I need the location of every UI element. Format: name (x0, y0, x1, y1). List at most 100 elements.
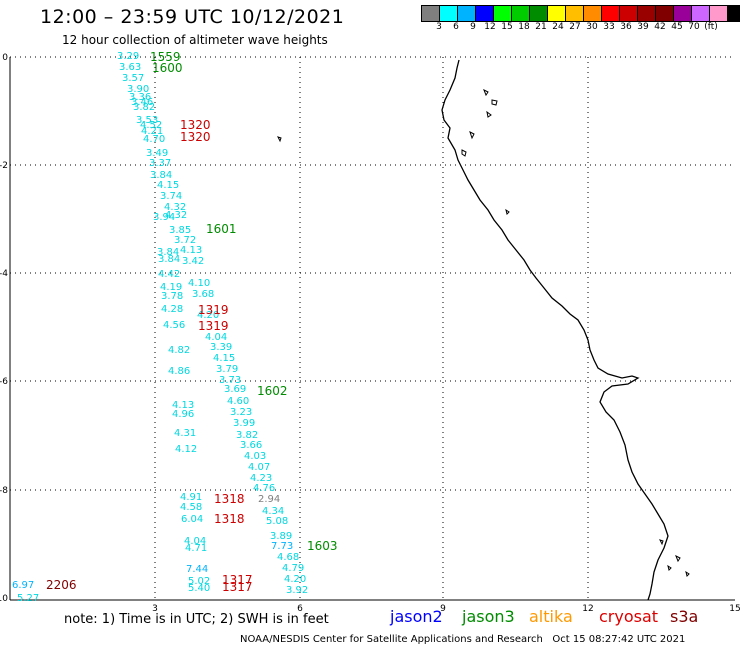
wave-height-value: 5.02 (188, 576, 210, 587)
coastline-islands (277, 88, 690, 577)
wave-height-value: 3.85 (169, 225, 191, 236)
wave-height-value: 4.58 (180, 502, 202, 513)
scale-label: 42 (654, 22, 666, 32)
wave-height-value: 3.73 (219, 375, 241, 386)
credit-org: NOAA/NESDIS Center for Satellite Applica… (240, 634, 543, 645)
pass-time-label: 1602 (257, 384, 288, 398)
wave-height-value: 3.37 (149, 158, 171, 169)
scale-label: 18 (518, 22, 530, 32)
wave-height-value: 4.71 (185, 543, 207, 554)
wave-height-value: 4.91 (180, 492, 202, 503)
map-subtitle: 12 hour collection of altimeter wave hei… (62, 33, 328, 47)
wave-height-value: 3.29 (117, 51, 139, 62)
wave-height-color-scale (421, 5, 740, 22)
lon-tick-label: 9 (440, 604, 446, 614)
scale-swatch (727, 5, 740, 22)
pass-time-label: 1319 (198, 319, 229, 333)
credit-timestamp: Oct 15 08:27:42 UTC 2021 (552, 634, 686, 645)
wave-height-value: 3.90 (127, 84, 149, 95)
wave-height-value: 7.44 (186, 564, 208, 575)
wave-height-value: 4.32 (164, 202, 186, 213)
legend-jason3: jason3 (462, 607, 515, 626)
lat-tick-label: -4 (0, 269, 8, 279)
wave-height-value: 3.99 (233, 418, 255, 429)
footer-credit: NOAA/NESDIS Center for Satellite Applica… (240, 634, 685, 645)
pass-time-label: 1320 (180, 118, 211, 132)
scale-label: 12 (484, 22, 496, 32)
wave-height-value: 4.15 (213, 353, 235, 364)
lat-tick-label: -8 (0, 486, 8, 496)
wave-height-value: 3.46 (131, 97, 153, 108)
wave-height-value: 4.86 (168, 366, 190, 377)
map-title: 12:00 – 23:59 UTC 10/12/2021 (40, 6, 345, 28)
color-scale-labels: 3 6 9 12 15 18 21 24 27 30 33 36 39 42 45 70 (ft) (422, 22, 728, 34)
pass-time-label: 1318 (214, 512, 245, 526)
lat-tick-label: -6 (0, 377, 8, 387)
lat-tick-label: -10 (0, 594, 8, 604)
wave-height-value: 5.08 (266, 516, 288, 527)
wave-height-value: 3.53 (136, 115, 158, 126)
wave-height-value: 2.94 (258, 494, 280, 505)
wave-height-value: 3.68 (192, 289, 214, 300)
wave-height-value: 3.74 (160, 191, 182, 202)
wave-height-value: 3.39 (210, 342, 232, 353)
scale-label: 36 (620, 22, 632, 32)
wave-height-value: 4.56 (163, 320, 185, 331)
wave-height-value: 3.78 (161, 291, 183, 302)
lat-tick-label: -2 (0, 161, 8, 171)
wave-height-labels: 3.293.633.573.903.363.463.823.534.524.21… (12, 51, 308, 604)
wave-height-value: 3.84 (150, 170, 172, 181)
wave-height-value: 4.12 (175, 444, 197, 455)
scale-label: 21 (535, 22, 547, 32)
pass-time-label: 1317 (222, 580, 253, 594)
scale-label: 3 (436, 22, 442, 32)
lat-tick-label: 0 (2, 53, 8, 63)
pass-time-label: 2206 (46, 578, 77, 592)
wave-height-value: 3.84 (157, 247, 179, 258)
wave-height-value: 4.03 (244, 451, 266, 462)
legend-jason2: jason2 (390, 607, 443, 626)
wave-height-value: 4.31 (174, 428, 196, 439)
wave-height-value: 6.97 (12, 580, 34, 591)
wave-height-value: 4.10 (188, 278, 210, 289)
wave-height-value: 7.73 (271, 541, 293, 552)
wave-height-value: 3.23 (230, 407, 252, 418)
pass-time-label: 1320 (180, 130, 211, 144)
wave-height-value: 3.84 (158, 254, 180, 265)
scale-label: 6 (453, 22, 459, 32)
scale-label: 27 (569, 22, 581, 32)
scale-label: (ft) (704, 22, 718, 32)
wave-height-value: 6.04 (181, 514, 203, 525)
scale-label: 45 (671, 22, 683, 32)
pass-time-label: 1319 (198, 303, 229, 317)
wave-height-value: 4.13 (180, 245, 202, 256)
wave-height-value: 4.19 (160, 282, 182, 293)
coastline-path (441, 59, 669, 601)
pass-time-label: 1559 (150, 50, 181, 64)
wave-height-value: 3.82 (133, 102, 155, 113)
wave-height-value: 3.72 (174, 235, 196, 246)
scale-label: 33 (603, 22, 615, 32)
wave-height-value: 4.76 (253, 483, 275, 494)
scale-label: 9 (470, 22, 476, 32)
wave-height-value: 3.92 (286, 585, 308, 596)
pass-time-label: 1603 (307, 539, 338, 553)
wave-height-value: 4.20 (197, 310, 219, 321)
wave-height-value: 4.07 (248, 462, 270, 473)
wave-height-value: 4.34 (262, 506, 284, 517)
wave-height-value: 4.04 (184, 536, 206, 547)
wave-height-value: 4.21 (141, 126, 163, 137)
lon-tick-label: 3 (152, 604, 158, 614)
wave-height-value: 4.13 (172, 400, 194, 411)
legend-cryosat: cryosat (599, 607, 659, 626)
wave-height-value: 3.42 (182, 256, 204, 267)
footer-note: note: 1) Time is in UTC; 2) SWH is in fe… (64, 612, 329, 627)
wave-height-value: 4.28 (161, 304, 183, 315)
scale-label: 15 (501, 22, 513, 32)
map-frame (9, 57, 735, 601)
pass-time-label: 1601 (206, 222, 237, 236)
wave-height-value: 3.49 (146, 148, 168, 159)
wave-height-value: 3.89 (270, 531, 292, 542)
